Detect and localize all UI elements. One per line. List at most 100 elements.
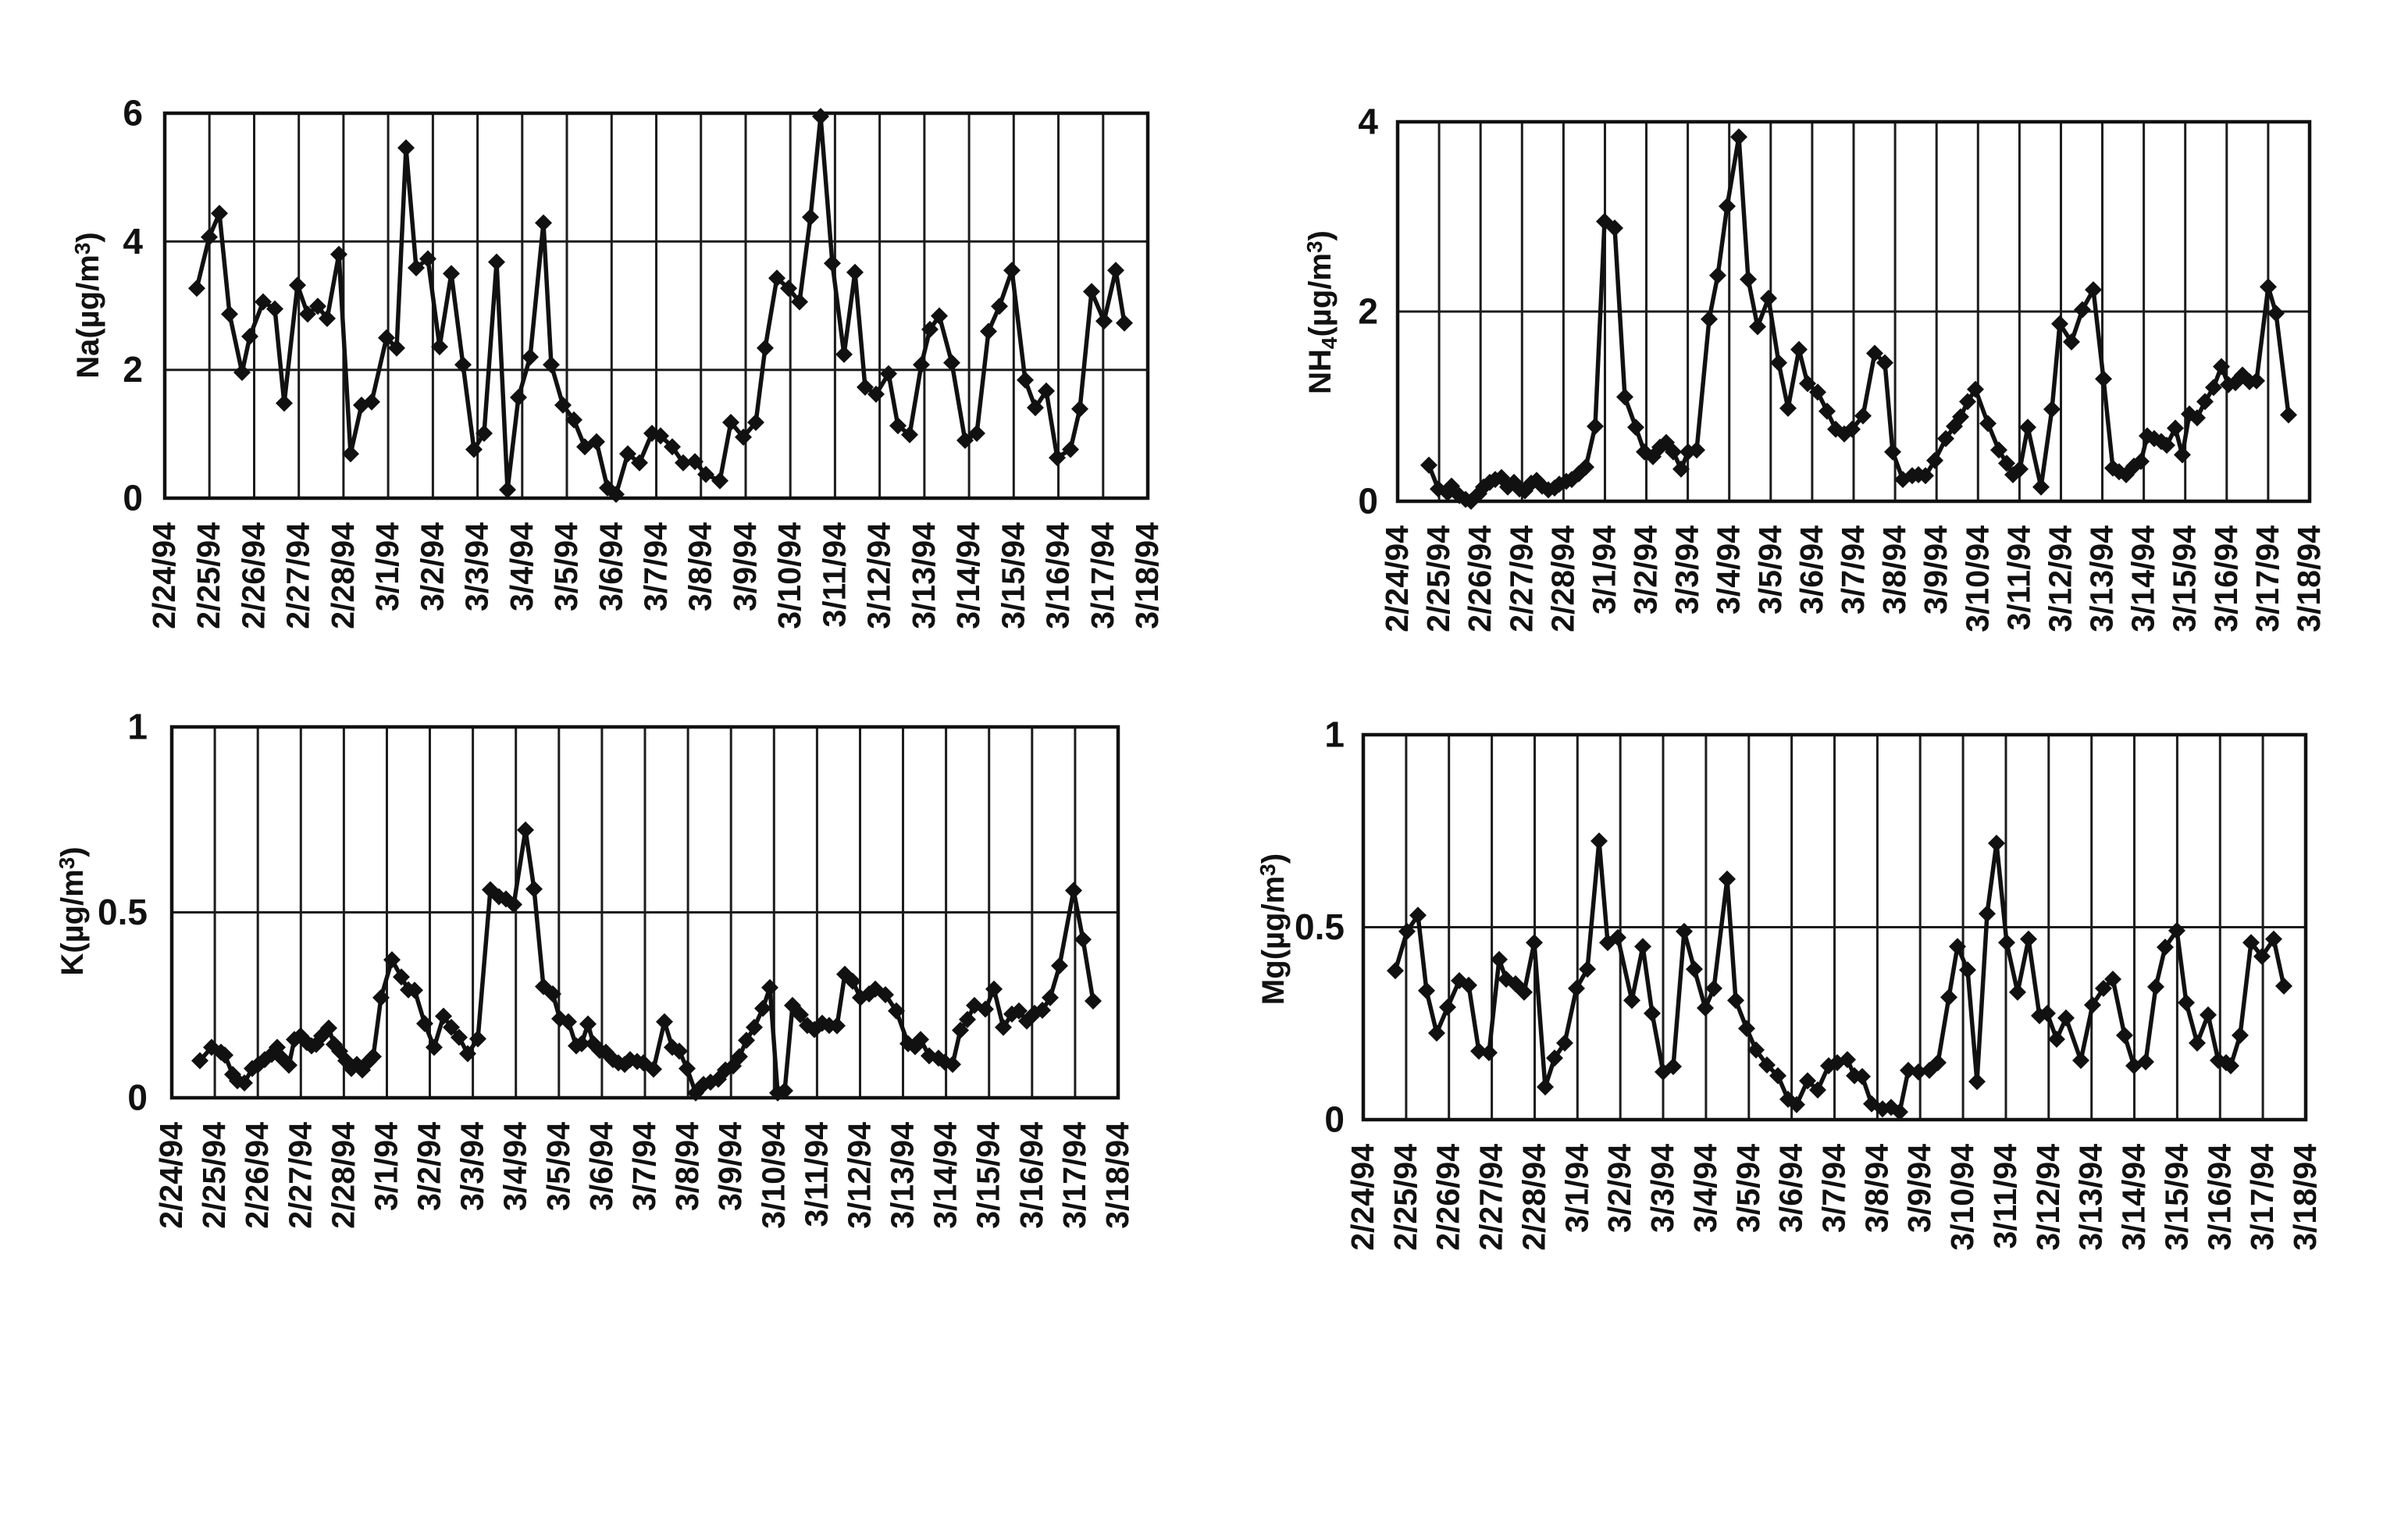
svg-text:3/2/94: 3/2/94 bbox=[414, 522, 450, 611]
svg-text:0: 0 bbox=[127, 1077, 148, 1118]
svg-text:3/16/94: 3/16/94 bbox=[1013, 1122, 1049, 1229]
svg-text:2/26/94: 2/26/94 bbox=[1430, 1144, 1466, 1251]
svg-text:3/16/94: 3/16/94 bbox=[2201, 1144, 2237, 1251]
svg-text:3/16/94: 3/16/94 bbox=[2208, 525, 2244, 632]
svg-text:3/8/94: 3/8/94 bbox=[682, 522, 718, 611]
svg-text:3/17/94: 3/17/94 bbox=[2244, 1144, 2280, 1251]
svg-text:1: 1 bbox=[1324, 714, 1345, 755]
svg-text:3/17/94: 3/17/94 bbox=[1085, 522, 1120, 629]
svg-text:3/10/94: 3/10/94 bbox=[1959, 525, 1995, 632]
svg-text:2/25/94: 2/25/94 bbox=[1387, 1144, 1423, 1251]
svg-text:0.5: 0.5 bbox=[98, 892, 148, 932]
svg-text:0: 0 bbox=[1358, 481, 1378, 522]
svg-text:3/2/94: 3/2/94 bbox=[411, 1122, 447, 1211]
svg-text:Na(µg/m3): Na(µg/m3) bbox=[70, 232, 105, 379]
svg-text:3/12/94: 3/12/94 bbox=[2030, 1144, 2066, 1251]
svg-text:2/28/94: 2/28/94 bbox=[1544, 525, 1580, 632]
svg-text:3/5/94: 3/5/94 bbox=[1752, 525, 1788, 614]
svg-text:2/24/94: 2/24/94 bbox=[1379, 525, 1415, 632]
svg-text:3/18/94: 3/18/94 bbox=[1129, 522, 1165, 629]
svg-text:3/5/94: 3/5/94 bbox=[548, 522, 584, 611]
svg-text:4: 4 bbox=[1358, 102, 1378, 142]
svg-text:3/4/94: 3/4/94 bbox=[1711, 525, 1747, 614]
svg-text:3/15/94: 3/15/94 bbox=[971, 1122, 1006, 1229]
svg-text:3/13/94: 3/13/94 bbox=[885, 1122, 921, 1229]
svg-text:3/7/94: 3/7/94 bbox=[626, 1122, 662, 1211]
svg-text:2/24/94: 2/24/94 bbox=[1345, 1144, 1380, 1251]
svg-text:2: 2 bbox=[1358, 291, 1378, 332]
svg-text:2/27/94: 2/27/94 bbox=[1473, 1144, 1509, 1251]
svg-text:3/7/94: 3/7/94 bbox=[1835, 525, 1871, 614]
svg-text:3/8/94: 3/8/94 bbox=[1876, 525, 1912, 614]
svg-text:3/12/94: 3/12/94 bbox=[861, 522, 897, 629]
svg-text:3/14/94: 3/14/94 bbox=[2125, 525, 2161, 632]
svg-text:3/4/94: 3/4/94 bbox=[1687, 1144, 1723, 1233]
svg-text:3/10/94: 3/10/94 bbox=[1944, 1144, 1980, 1251]
svg-text:3/1/94: 3/1/94 bbox=[369, 1122, 404, 1211]
svg-text:3/4/94: 3/4/94 bbox=[504, 522, 540, 611]
svg-text:3/16/94: 3/16/94 bbox=[1040, 522, 1076, 629]
svg-text:0: 0 bbox=[123, 478, 143, 518]
svg-text:3/18/94: 3/18/94 bbox=[2291, 525, 2327, 632]
svg-text:3/1/94: 3/1/94 bbox=[1587, 525, 1623, 614]
svg-text:3/13/94: 3/13/94 bbox=[2073, 1144, 2109, 1251]
svg-text:2/26/94: 2/26/94 bbox=[236, 522, 272, 629]
svg-text:2/27/94: 2/27/94 bbox=[280, 522, 316, 629]
svg-text:3/6/94: 3/6/94 bbox=[1794, 525, 1829, 614]
svg-text:3/3/94: 3/3/94 bbox=[454, 1122, 490, 1211]
svg-text:6: 6 bbox=[123, 93, 143, 134]
svg-text:3/10/94: 3/10/94 bbox=[755, 1122, 791, 1229]
svg-text:3/13/94: 3/13/94 bbox=[2084, 525, 2120, 632]
svg-text:3/9/94: 3/9/94 bbox=[1901, 1144, 1937, 1233]
svg-text:3/4/94: 3/4/94 bbox=[497, 1122, 533, 1211]
svg-text:3/2/94: 3/2/94 bbox=[1628, 525, 1664, 614]
svg-text:2/24/94: 2/24/94 bbox=[146, 522, 182, 629]
svg-text:3/11/94: 3/11/94 bbox=[816, 522, 852, 628]
svg-text:Mg(µg/m3): Mg(µg/m3) bbox=[1256, 853, 1291, 1005]
svg-text:3/5/94: 3/5/94 bbox=[540, 1122, 576, 1211]
svg-text:2/24/94: 2/24/94 bbox=[153, 1122, 189, 1229]
svg-text:4: 4 bbox=[123, 221, 143, 262]
svg-text:3/7/94: 3/7/94 bbox=[638, 522, 674, 611]
svg-text:3/9/94: 3/9/94 bbox=[1918, 525, 1954, 614]
svg-text:3/14/94: 3/14/94 bbox=[950, 522, 986, 629]
svg-text:3/10/94: 3/10/94 bbox=[771, 522, 807, 629]
svg-text:3/17/94: 3/17/94 bbox=[1056, 1122, 1092, 1229]
svg-text:3/14/94: 3/14/94 bbox=[928, 1122, 964, 1229]
svg-text:3/5/94: 3/5/94 bbox=[1730, 1144, 1766, 1233]
svg-text:3/11/94: 3/11/94 bbox=[2000, 525, 2036, 631]
svg-text:3/9/94: 3/9/94 bbox=[727, 522, 763, 611]
svg-text:3/11/94: 3/11/94 bbox=[798, 1122, 834, 1227]
svg-text:NH4(µg/m3): NH4(µg/m3) bbox=[1302, 230, 1341, 394]
svg-text:3/8/94: 3/8/94 bbox=[1858, 1144, 1894, 1233]
svg-text:3/14/94: 3/14/94 bbox=[2116, 1144, 2152, 1251]
svg-text:3/13/94: 3/13/94 bbox=[906, 522, 942, 629]
svg-text:1: 1 bbox=[127, 707, 148, 747]
svg-text:0: 0 bbox=[1324, 1099, 1345, 1140]
svg-text:0.5: 0.5 bbox=[1295, 906, 1345, 947]
svg-text:3/3/94: 3/3/94 bbox=[459, 522, 495, 611]
svg-text:3/15/94: 3/15/94 bbox=[2158, 1144, 2194, 1251]
svg-text:2/28/94: 2/28/94 bbox=[1516, 1144, 1552, 1251]
svg-text:3/1/94: 3/1/94 bbox=[1558, 1144, 1594, 1233]
svg-text:2/27/94: 2/27/94 bbox=[1503, 525, 1539, 632]
svg-text:2/25/94: 2/25/94 bbox=[191, 522, 226, 629]
svg-text:2/28/94: 2/28/94 bbox=[325, 522, 361, 629]
svg-text:3/6/94: 3/6/94 bbox=[583, 1122, 619, 1211]
svg-text:2/26/94: 2/26/94 bbox=[239, 1122, 275, 1229]
svg-text:3/3/94: 3/3/94 bbox=[1669, 525, 1705, 614]
svg-text:2/25/94: 2/25/94 bbox=[1420, 525, 1456, 632]
svg-text:3/12/94: 3/12/94 bbox=[842, 1122, 878, 1229]
svg-text:3/18/94: 3/18/94 bbox=[2287, 1144, 2323, 1251]
svg-text:3/7/94: 3/7/94 bbox=[1816, 1144, 1852, 1233]
svg-text:2/25/94: 2/25/94 bbox=[196, 1122, 232, 1229]
svg-text:3/15/94: 3/15/94 bbox=[995, 522, 1031, 629]
svg-text:3/2/94: 3/2/94 bbox=[1601, 1144, 1637, 1233]
svg-text:3/9/94: 3/9/94 bbox=[712, 1122, 748, 1211]
svg-text:3/15/94: 3/15/94 bbox=[2167, 525, 2203, 632]
svg-text:3/17/94: 3/17/94 bbox=[2249, 525, 2285, 632]
svg-text:3/18/94: 3/18/94 bbox=[1099, 1122, 1135, 1229]
svg-text:3/8/94: 3/8/94 bbox=[669, 1122, 705, 1211]
svg-text:3/1/94: 3/1/94 bbox=[369, 522, 405, 611]
svg-text:3/11/94: 3/11/94 bbox=[1987, 1144, 2023, 1249]
